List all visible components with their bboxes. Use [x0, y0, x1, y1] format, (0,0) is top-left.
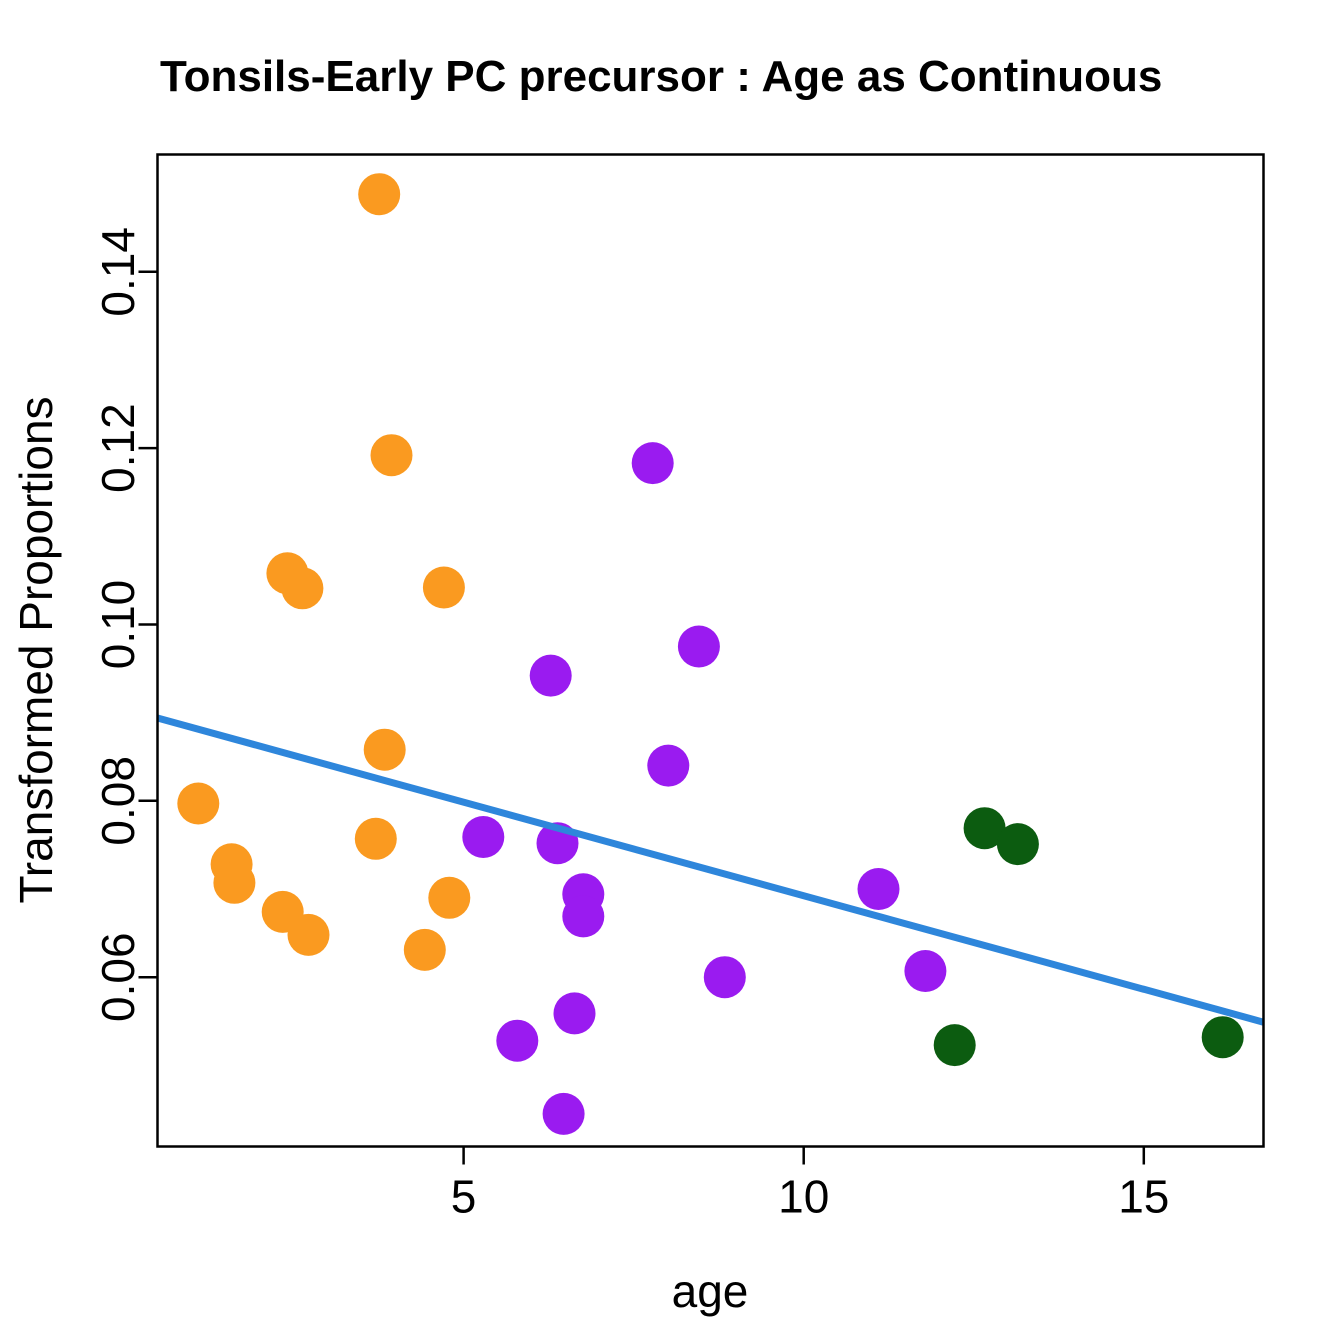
data-point-orange-group [281, 567, 324, 610]
data-point-purple-group [631, 442, 674, 485]
y-tick-label: 0.12 [92, 403, 144, 493]
data-point-orange-group [358, 173, 401, 216]
x-tick-label: 10 [778, 1171, 829, 1223]
data-point-purple-group [542, 1092, 585, 1135]
data-point-orange-group [213, 861, 256, 904]
plot-border [156, 153, 1265, 1148]
data-point-orange-group [370, 434, 413, 477]
data-point-purple-group [904, 950, 947, 992]
data-point-orange-group [363, 728, 406, 771]
data-point-orange-group [403, 928, 446, 971]
data-point-orange-group [287, 913, 330, 956]
y-tick-label: 0.08 [92, 756, 144, 846]
data-point-purple-group [677, 625, 720, 668]
data-point-darkgreen-group [933, 1024, 976, 1067]
data-point-purple-group [553, 992, 596, 1035]
regression-line [156, 714, 1265, 1026]
data-point-purple-group [529, 654, 572, 697]
data-point-darkgreen-group [963, 807, 1006, 850]
x-tick-label: 5 [451, 1171, 477, 1223]
data-point-purple-group [562, 895, 605, 938]
data-point-purple-group [496, 1019, 539, 1062]
data-point-darkgreen-group [1201, 1016, 1244, 1059]
data-point-orange-group [428, 876, 471, 919]
y-tick-label: 0.14 [92, 227, 144, 317]
x-tick-label: 15 [1118, 1171, 1169, 1223]
data-point-purple-group [857, 868, 900, 910]
data-point-orange-group [422, 566, 465, 609]
data-point-purple-group [462, 816, 505, 858]
y-tick-label: 0.10 [92, 580, 144, 670]
data-point-purple-group [703, 956, 746, 999]
data-point-orange-group [354, 817, 397, 860]
data-point-orange-group [177, 782, 220, 825]
x-axis-label: age [671, 1265, 749, 1317]
data-point-purple-group [647, 744, 690, 787]
data-point-darkgreen-group [996, 823, 1039, 866]
chart-title: Tonsils-Early PC precursor : Age as Cont… [160, 52, 1163, 101]
y-tick-label: 0.06 [92, 932, 144, 1022]
